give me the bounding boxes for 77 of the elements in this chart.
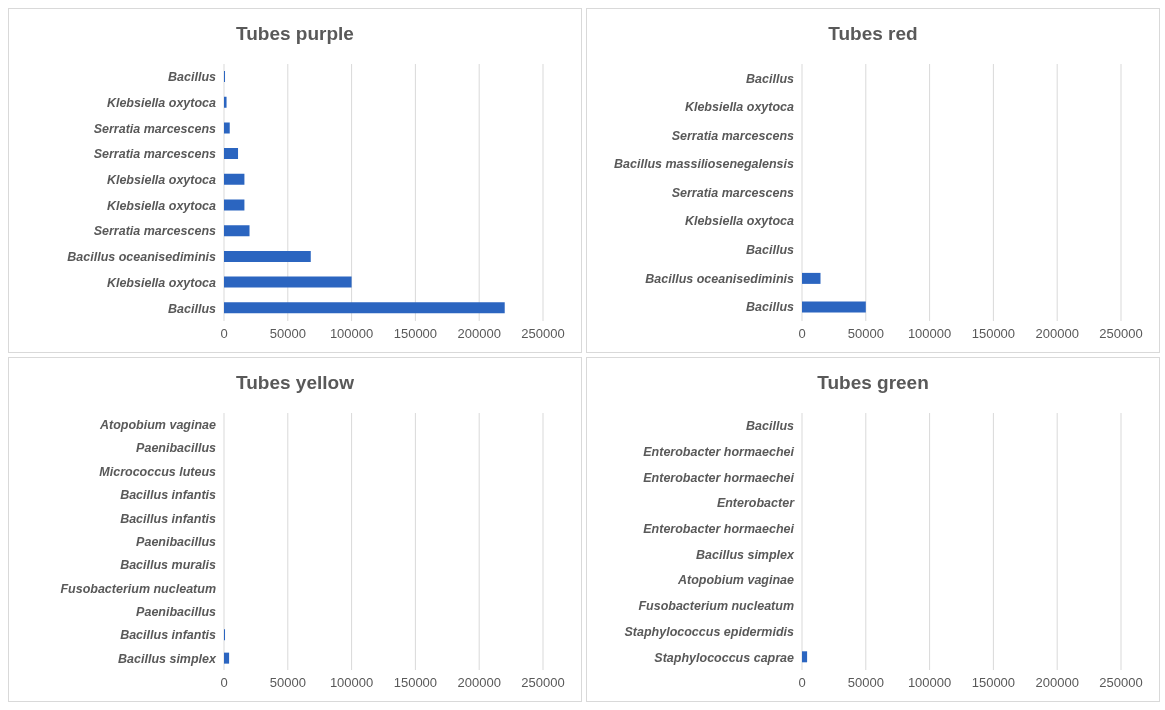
y-tick-label: Klebsiella oxytoca [106,95,217,110]
y-tick-label: Bacillus [746,71,795,86]
y-tick-label: Staphylococcus epidermidis [624,624,795,639]
bar [224,96,227,108]
y-tick-label: Serratia marcescens [93,121,217,136]
x-tick-label: 250000 [521,326,565,342]
x-tick-label: 50000 [847,326,884,342]
x-tick-label: 150000 [971,326,1016,342]
chart-title: Tubes red [827,22,919,46]
y-tick-label: Fusobacterium nucleatum [60,581,216,596]
y-tick-label: Bacillus [746,300,795,315]
y-tick-label: Fusobacterium nucleatum [638,599,794,614]
x-tick-label: 250000 [1099,326,1143,342]
y-tick-label: Paenibacillus [136,441,217,456]
x-tick-label: 200000 [457,675,501,691]
y-tick-label: Bacillus [746,419,795,434]
x-tick-label: 150000 [971,675,1016,691]
x-tick-label: 100000 [329,675,374,691]
y-tick-label: Bacillus simplex [696,547,796,562]
x-tick-label: 200000 [457,326,501,342]
chart-title: Tubes purple [235,22,355,46]
y-tick-label: Micrococcus luteus [99,464,217,479]
x-tick-label: 50000 [847,675,884,691]
chart-title: Tubes yellow [235,371,355,395]
y-tick-label: Atopobium vaginae [677,573,795,588]
x-tick-label: 250000 [521,675,565,691]
x-tick-label: 150000 [393,675,438,691]
x-tick-label: 50000 [269,675,306,691]
y-tick-label: Bacillus oceanisediminis [645,271,795,286]
x-tick-label: 100000 [329,326,374,342]
y-tick-label: Paenibacillus [136,605,217,620]
x-tick-label: 50000 [269,326,306,342]
x-tick-label: 0 [798,326,806,342]
y-tick-label: Bacillus [168,70,217,85]
chart-title: Tubes green [816,371,930,395]
y-tick-label: Staphylococcus caprae [654,650,795,665]
bar [224,276,352,288]
y-tick-label: Bacillus [746,243,795,258]
y-tick-label: Klebsiella oxytoca [106,173,217,188]
x-tick-label: 200000 [1035,675,1079,691]
y-tick-label: Klebsiella oxytoca [106,198,217,213]
y-tick-label: Bacillus infantis [120,511,217,526]
bar [224,122,230,134]
y-tick-label: Klebsiella oxytoca [684,100,795,115]
x-tick-label: 200000 [1035,326,1079,342]
y-tick-label: Atopobium vaginae [99,418,217,433]
bar [224,148,239,160]
x-tick-label: 150000 [393,326,438,342]
x-tick-label: 0 [798,675,806,691]
bar [224,225,250,237]
x-tick-label: 0 [220,326,228,342]
y-tick-label: Bacillus massiliosenegalensis [614,157,795,172]
y-tick-label: Bacillus infantis [120,488,217,503]
y-tick-label: Serratia marcescens [93,147,217,162]
y-tick-label: Enterobacter hormaechei [643,522,795,537]
y-tick-label: Serratia marcescens [671,185,795,200]
y-tick-label: Enterobacter hormaechei [643,444,795,459]
x-tick-label: 0 [220,675,228,691]
y-tick-label: Enterobacter [716,496,796,511]
bar [224,250,311,262]
x-tick-label: 100000 [907,326,952,342]
y-tick-label: Bacillus [168,301,217,316]
x-tick-label: 100000 [907,675,952,691]
y-tick-label: Serratia marcescens [93,224,217,239]
y-tick-label: Enterobacter hormaechei [643,470,795,485]
y-tick-label: Bacillus simplex [118,651,218,666]
bar [224,199,245,211]
y-tick-label: Bacillus infantis [120,628,217,643]
y-tick-label: Paenibacillus [136,534,217,549]
y-tick-label: Klebsiella oxytoca [684,214,795,229]
y-tick-label: Bacillus oceanisediminis [67,250,217,265]
y-tick-label: Klebsiella oxytoca [106,275,217,290]
y-tick-label: Serratia marcescens [671,128,795,143]
x-tick-label: 250000 [1099,675,1143,691]
bar [224,173,245,185]
y-tick-label: Bacillus muralis [120,558,217,573]
bar [224,302,505,314]
